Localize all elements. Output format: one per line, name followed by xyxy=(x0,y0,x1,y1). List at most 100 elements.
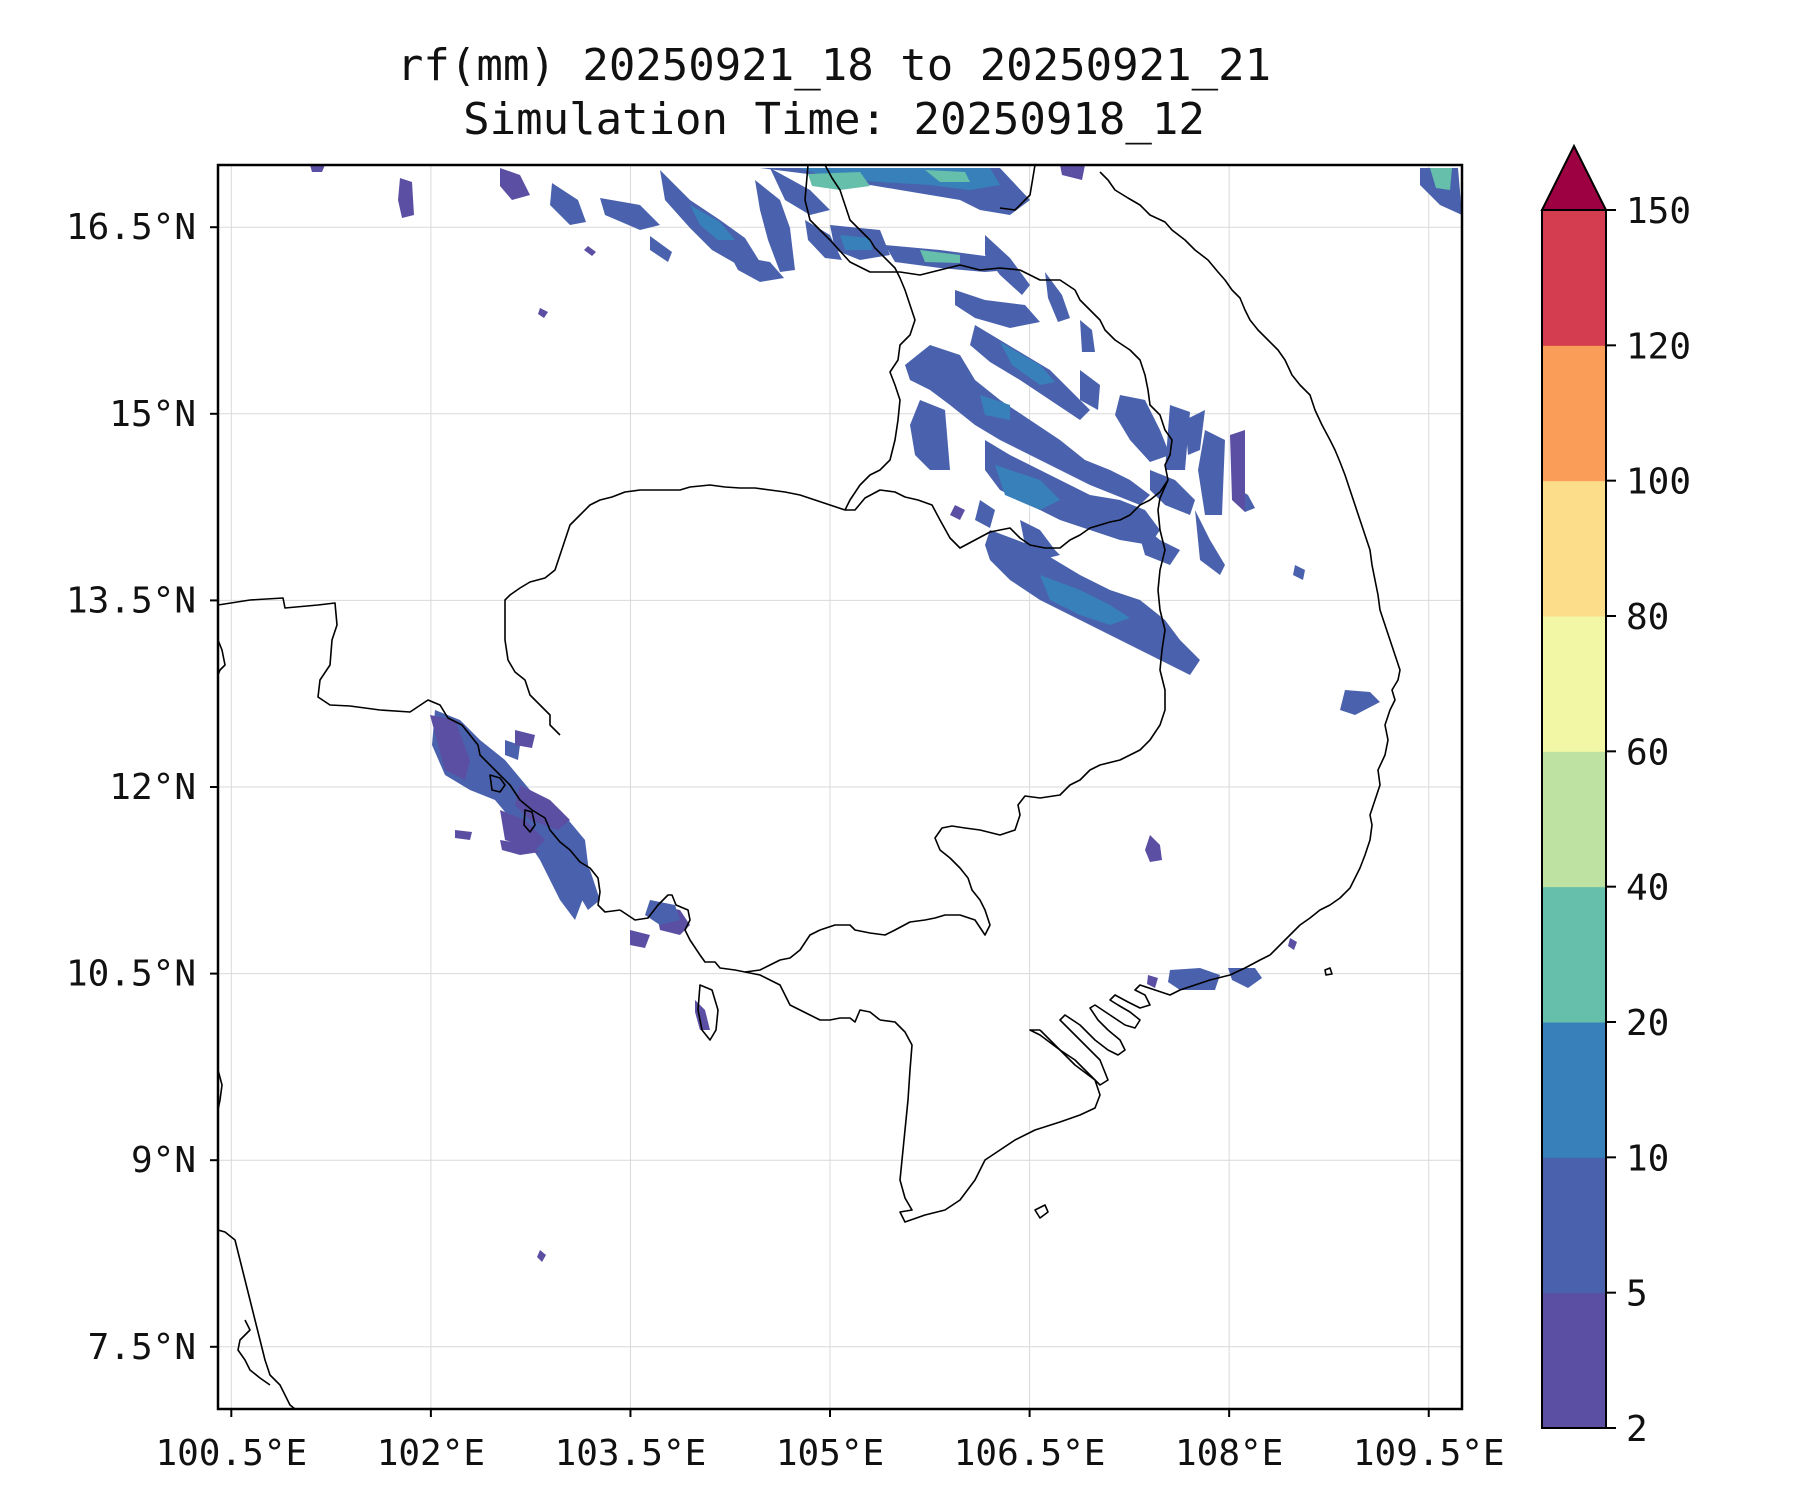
x-tick-label: 105°E xyxy=(776,1433,884,1474)
title-line-2: Simulation Time: 20250918_12 xyxy=(463,94,1205,145)
coastlines-and-borders xyxy=(218,165,1401,1409)
y-axis-ticks: 16.5°N 15°N 13.5°N 12°N 10.5°N 9°N 7.5°N xyxy=(66,207,218,1368)
rain-area-highlands-2 xyxy=(910,400,950,470)
rain-area-highlands-15 xyxy=(1195,510,1225,575)
coast-thailand-northwest xyxy=(218,639,226,676)
rain-area-south-3 xyxy=(1168,968,1220,990)
rain-area-highlands-13 xyxy=(1198,430,1225,515)
rain-area-north-14 xyxy=(925,170,970,182)
border-thailand-cambodia xyxy=(218,597,479,746)
y-tick-label: 10.5°N xyxy=(66,954,196,995)
rain-area-highlands-5 xyxy=(995,465,1060,510)
colorbar: 2 5 10 20 40 60 80 100 120 150 xyxy=(1540,143,1691,1450)
colorbar-tick-label: 100 xyxy=(1626,462,1691,503)
coast-gulf-east xyxy=(477,744,621,913)
colorbar-tick-label: 20 xyxy=(1626,1003,1669,1044)
x-tick-label: 109.5°E xyxy=(1353,1433,1505,1474)
rain-area-gulf-12 xyxy=(630,930,650,948)
rain-area-highlands-12 xyxy=(1185,410,1205,455)
rain-area-south-2 xyxy=(1145,835,1162,862)
border-thailand-laos xyxy=(824,165,916,511)
rain-area-north-26 xyxy=(1420,168,1462,215)
map-gridlines xyxy=(218,165,1462,1409)
rain-area-south-1 xyxy=(1340,690,1380,715)
island-offshore xyxy=(1324,967,1333,976)
rain-area-north-4 xyxy=(650,236,672,262)
colorbar-tick-label: 40 xyxy=(1626,868,1669,909)
rain-area-highlands-17 xyxy=(1230,430,1245,512)
rain-area-north-25 xyxy=(1080,370,1100,410)
coast-cambodia-south xyxy=(619,894,881,1023)
rain-area-gulf-2 xyxy=(430,715,470,780)
rain-area-north-10 xyxy=(805,220,842,260)
x-tick-label: 102°E xyxy=(377,1433,485,1474)
rain-area-highlands-18 xyxy=(950,505,965,520)
rain-area-south-4 xyxy=(1228,968,1262,988)
y-tick-label: 12°N xyxy=(109,767,196,808)
rain-area-north-3 xyxy=(600,198,660,230)
rain-area-highlands-11 xyxy=(1165,405,1190,470)
rain-area-highlands-14 xyxy=(1150,470,1195,515)
coast-mekong-delta xyxy=(1039,954,1271,1086)
rain-area-north-2 xyxy=(550,183,586,225)
rain-area-south-5 xyxy=(1147,975,1158,988)
rain-area-north-9 xyxy=(770,168,830,215)
border-laos-vietnam-1 xyxy=(804,165,1021,276)
rain-area-gulf-8 xyxy=(455,830,472,840)
rain-area-gulf-4 xyxy=(515,730,535,748)
rain-area-highlands-1 xyxy=(905,345,1150,505)
y-tick-label: 7.5°N xyxy=(88,1327,196,1368)
rain-area-north-8 xyxy=(755,180,795,272)
rain-area-south-6 xyxy=(1288,938,1297,950)
rain-area-gulf-14 xyxy=(537,1250,546,1262)
colorbar-extend-arrow xyxy=(1540,143,1608,211)
x-tick-label: 100.5°E xyxy=(155,1433,307,1474)
border-cambodia-laos-2 xyxy=(504,484,846,736)
colorbar-frame xyxy=(1541,209,1607,1429)
colorbar-segment xyxy=(1542,1157,1606,1294)
rain-area-highlands-19 xyxy=(975,500,995,528)
rain-area-north-30 xyxy=(1060,165,1085,180)
x-tick-label: 103.5°E xyxy=(555,1433,707,1474)
rain-area-highlands-3 xyxy=(985,440,1160,545)
rain-area-north-1 xyxy=(500,168,530,200)
y-tick-label: 13.5°N xyxy=(66,580,196,621)
y-tick-label: 15°N xyxy=(109,394,196,435)
island-con-dao xyxy=(1034,1204,1049,1219)
colorbar-segment xyxy=(1542,1022,1606,1158)
colorbar-segment xyxy=(1542,480,1606,617)
colorbar-segment xyxy=(1542,886,1606,1023)
colorbar-segment xyxy=(1542,751,1606,888)
coast-thailand-west-1 xyxy=(218,1229,296,1409)
border-cambodia-vietnam xyxy=(819,479,1169,936)
colorbar-tick-label: 60 xyxy=(1626,732,1669,773)
colorbar-segment xyxy=(1542,616,1606,752)
rain-area-north-22 xyxy=(1080,320,1095,352)
rain-area-north-7 xyxy=(730,255,784,282)
rain-area-north-24 xyxy=(1000,342,1055,385)
colorbar-tick-label: 80 xyxy=(1626,597,1669,638)
colorbar-segment xyxy=(1542,1292,1606,1429)
rain-area-north-31 xyxy=(538,308,548,318)
island-koh-kong-1 xyxy=(489,774,506,793)
colorbar-tick-label: 150 xyxy=(1626,191,1691,232)
rain-area-north-16 xyxy=(840,235,872,250)
coast-vietnam-east xyxy=(1099,171,1401,956)
x-axis-ticks: 100.5°E 102°E 103.5°E 105°E 106.5°E 108°E 109.… xyxy=(155,1409,1505,1474)
island-phu-quoc xyxy=(697,984,719,1041)
border-laos-cambodia-vietnam xyxy=(1109,479,1169,523)
coast-thailand-west-2 xyxy=(237,1319,271,1386)
rain-area-north-20 xyxy=(1045,272,1070,322)
rain-area-north-18 xyxy=(920,250,960,263)
island-koh-kong-2 xyxy=(523,809,536,833)
rain-area-gulf-5 xyxy=(515,785,570,830)
map-plot-area xyxy=(216,163,1464,1411)
rain-area-gulf-11 xyxy=(645,900,680,925)
rain-area-north-27 xyxy=(1430,168,1452,190)
rain-area-gulf-9 xyxy=(500,840,540,855)
colorbar-tick-label: 120 xyxy=(1626,326,1691,367)
border-cambodia-laos xyxy=(845,489,1111,549)
y-tick-label: 9°N xyxy=(131,1140,196,1181)
